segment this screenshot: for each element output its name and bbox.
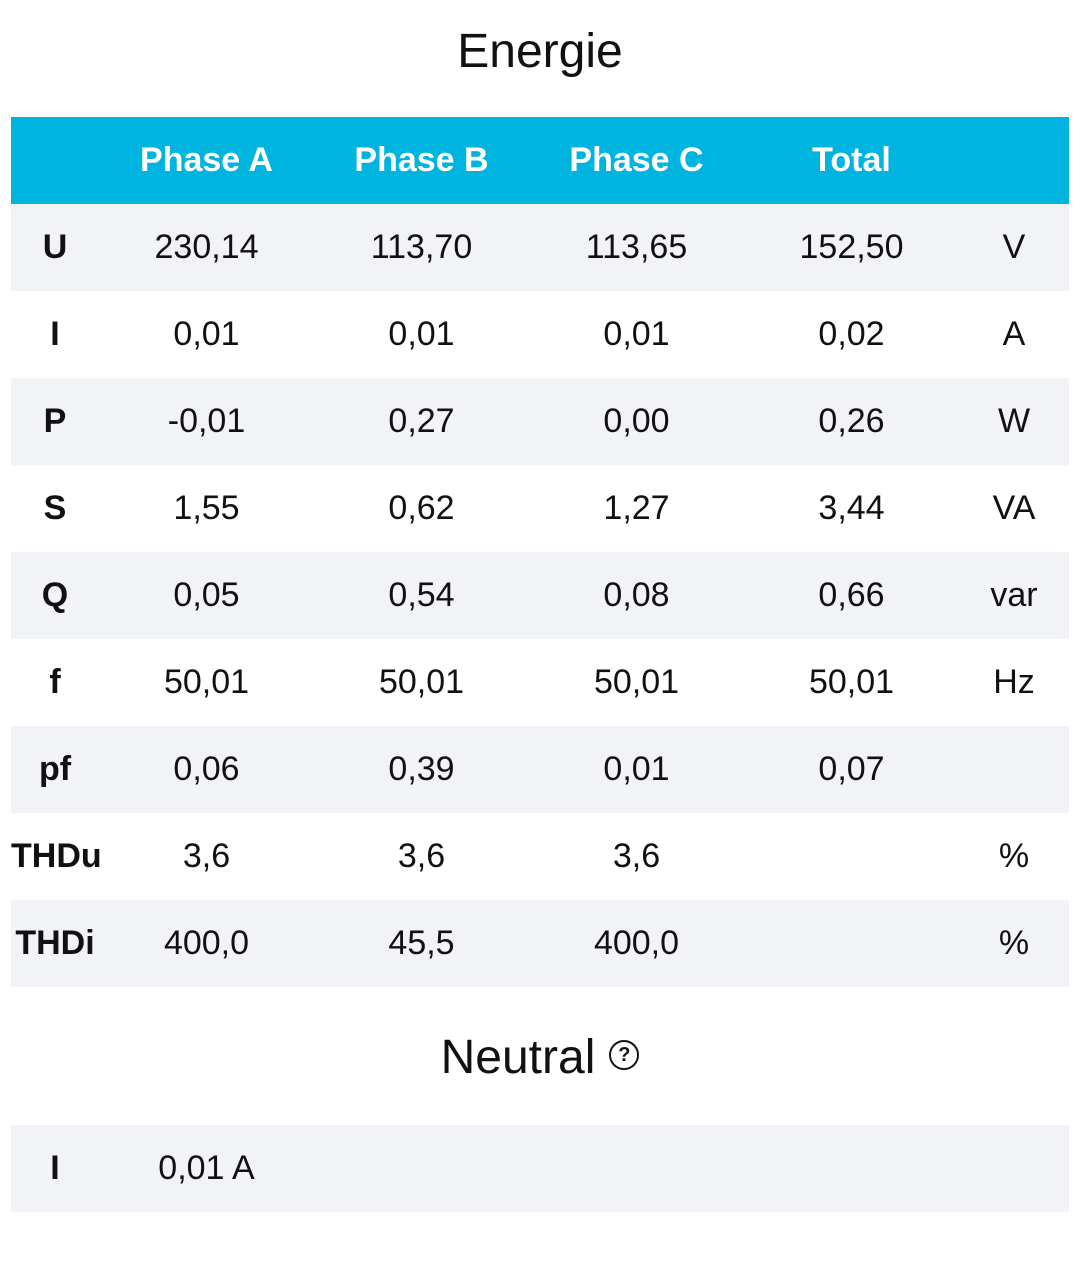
header-phase-b: Phase B [354,141,489,179]
cell-unit: A [1002,315,1026,353]
cell-total: 3,44 [818,489,885,527]
cell-phase-c: 0,00 [603,402,670,440]
cell-phase-b: 0,01 [388,315,455,353]
header-label-col [11,117,99,204]
cell-phase-c: 0,01 [603,315,670,353]
cell-phase-c: 3,6 [612,837,661,875]
cell-phase-c: 50,01 [593,663,680,701]
cell-phase-c: 1,27 [603,489,670,527]
cell-total: 0,07 [818,750,885,788]
row-label: I [50,315,60,353]
header-phase-c: Phase C [569,141,704,179]
cell-phase-c: 400,0 [593,924,680,962]
cell-unit: % [998,924,1030,962]
cell-total: 0,26 [818,402,885,440]
cell-unit [959,726,1069,813]
cell-total: 50,01 [808,663,895,701]
cell-phase-b: 50,01 [378,663,465,701]
neutral-row: I 0,01 A [11,1125,1069,1212]
cell-phase-b: 0,27 [388,402,455,440]
neutral-heading: Neutral? [0,1028,1080,1088]
cell-phase-b: 0,62 [388,489,455,527]
cell-phase-b: 0,54 [388,576,455,614]
row-label: THDu [11,837,102,875]
table-row: P -0,01 0,27 0,00 0,26 W [11,378,1069,465]
cell-phase-b: 45,5 [388,924,455,962]
cell-phase-b: 113,70 [370,228,473,266]
cell-phase-b: 0,39 [388,750,455,788]
cell-phase-a: 0,01 [173,315,240,353]
row-label: U [42,228,68,266]
cell-phase-b: 3,6 [397,837,446,875]
neutral-table: I 0,01 A [11,1125,1069,1212]
cell-unit: Hz [993,663,1035,701]
cell-total [744,813,959,900]
cell-unit: V [1002,228,1026,266]
table-row: f 50,01 50,01 50,01 50,01 Hz [11,639,1069,726]
cell-phase-a: 1,55 [173,489,240,527]
cell-phase-a: 400,0 [163,924,250,962]
cell-unit: W [997,402,1031,440]
energy-table: Phase A Phase B Phase C Total U 230,14 1… [11,117,1069,987]
cell-phase-c: 0,08 [603,576,670,614]
cell-phase-a: -0,01 [167,402,246,440]
cell-phase-a: 230,14 [154,228,259,266]
row-label: Q [41,576,69,614]
table-row: THDu 3,6 3,6 3,6 % [11,813,1069,900]
header-unit-col [959,117,1069,204]
header-total: Total [812,141,891,179]
cell-phase-c: 113,65 [585,228,688,266]
cell-phase-a: 3,6 [182,837,231,875]
cell-phase-a: 0,05 [173,576,240,614]
cell-phase-c: 0,01 [603,750,670,788]
neutral-current-value: 0,01 A [99,1125,314,1212]
cell-total: 0,02 [818,315,885,353]
neutral-row-filler [314,1125,1069,1212]
neutral-title: Neutral [440,1031,596,1084]
table-row: S 1,55 0,62 1,27 3,44 VA [11,465,1069,552]
cell-total: 152,50 [799,228,904,266]
table-row: U 230,14 113,70 113,65 152,50 V [11,204,1069,291]
table-row: THDi 400,0 45,5 400,0 % [11,900,1069,987]
cell-total: 0,66 [818,576,885,614]
cell-phase-a: 50,01 [163,663,250,701]
cell-phase-a: 0,06 [173,750,240,788]
table-header-row: Phase A Phase B Phase C Total [11,117,1069,204]
cell-unit: % [998,837,1030,875]
header-phase-a: Phase A [140,141,273,179]
table-row: Q 0,05 0,54 0,08 0,66 var [11,552,1069,639]
cell-total [744,900,959,987]
row-label: pf [38,750,72,788]
table-row: pf 0,06 0,39 0,01 0,07 [11,726,1069,813]
row-label: f [49,663,61,701]
neutral-row-label: I [11,1125,99,1212]
cell-unit: VA [992,489,1036,527]
cell-unit: var [990,576,1038,614]
row-label: THDi [15,924,95,962]
page-title: Energie [457,25,623,78]
row-label: P [43,402,67,440]
question-circle-icon[interactable]: ? [609,1040,640,1070]
row-label: S [43,489,67,527]
table-row: I 0,01 0,01 0,01 0,02 A [11,291,1069,378]
